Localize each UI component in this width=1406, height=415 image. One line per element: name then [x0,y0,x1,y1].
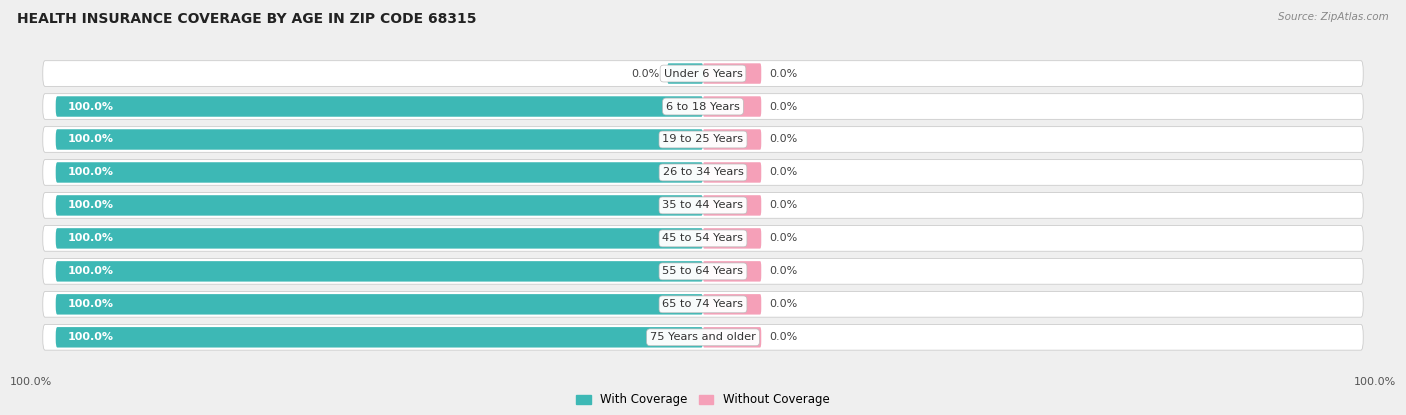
Text: 100.0%: 100.0% [67,299,114,309]
Text: 100.0%: 100.0% [67,233,114,243]
FancyBboxPatch shape [42,94,1364,120]
FancyBboxPatch shape [56,294,703,315]
Text: 100.0%: 100.0% [67,266,114,276]
Text: 0.0%: 0.0% [631,68,659,78]
FancyBboxPatch shape [56,162,703,183]
Text: HEALTH INSURANCE COVERAGE BY AGE IN ZIP CODE 68315: HEALTH INSURANCE COVERAGE BY AGE IN ZIP … [17,12,477,27]
FancyBboxPatch shape [42,193,1364,218]
FancyBboxPatch shape [668,63,703,84]
Text: 0.0%: 0.0% [769,134,797,144]
Text: 0.0%: 0.0% [769,168,797,178]
FancyBboxPatch shape [703,327,761,347]
Text: 0.0%: 0.0% [769,68,797,78]
Text: 100.0%: 100.0% [67,102,114,112]
Text: 0.0%: 0.0% [769,233,797,243]
Text: 6 to 18 Years: 6 to 18 Years [666,102,740,112]
Text: 100.0%: 100.0% [67,168,114,178]
Text: 35 to 44 Years: 35 to 44 Years [662,200,744,210]
Text: 100.0%: 100.0% [10,377,52,387]
FancyBboxPatch shape [42,225,1364,251]
Text: 19 to 25 Years: 19 to 25 Years [662,134,744,144]
Text: 45 to 54 Years: 45 to 54 Years [662,233,744,243]
FancyBboxPatch shape [703,228,761,249]
Text: 65 to 74 Years: 65 to 74 Years [662,299,744,309]
Text: Under 6 Years: Under 6 Years [664,68,742,78]
Text: 0.0%: 0.0% [769,266,797,276]
FancyBboxPatch shape [56,228,703,249]
FancyBboxPatch shape [703,162,761,183]
FancyBboxPatch shape [703,129,761,150]
Legend: With Coverage, Without Coverage: With Coverage, Without Coverage [572,389,834,411]
Text: 26 to 34 Years: 26 to 34 Years [662,168,744,178]
FancyBboxPatch shape [703,96,761,117]
FancyBboxPatch shape [56,129,703,150]
Text: 0.0%: 0.0% [769,332,797,342]
FancyBboxPatch shape [56,195,703,216]
FancyBboxPatch shape [56,327,703,347]
Text: 100.0%: 100.0% [1354,377,1396,387]
FancyBboxPatch shape [42,259,1364,284]
Text: Source: ZipAtlas.com: Source: ZipAtlas.com [1278,12,1389,22]
FancyBboxPatch shape [56,96,703,117]
FancyBboxPatch shape [42,291,1364,317]
Text: 55 to 64 Years: 55 to 64 Years [662,266,744,276]
Text: 0.0%: 0.0% [769,299,797,309]
Text: 100.0%: 100.0% [67,200,114,210]
FancyBboxPatch shape [42,61,1364,86]
FancyBboxPatch shape [703,294,761,315]
FancyBboxPatch shape [703,261,761,282]
Text: 0.0%: 0.0% [769,102,797,112]
FancyBboxPatch shape [703,63,761,84]
FancyBboxPatch shape [42,127,1364,152]
Text: 0.0%: 0.0% [769,200,797,210]
FancyBboxPatch shape [42,160,1364,186]
FancyBboxPatch shape [56,261,703,282]
Text: 100.0%: 100.0% [67,332,114,342]
Text: 100.0%: 100.0% [67,134,114,144]
Text: 75 Years and older: 75 Years and older [650,332,756,342]
FancyBboxPatch shape [703,195,761,216]
FancyBboxPatch shape [42,325,1364,350]
